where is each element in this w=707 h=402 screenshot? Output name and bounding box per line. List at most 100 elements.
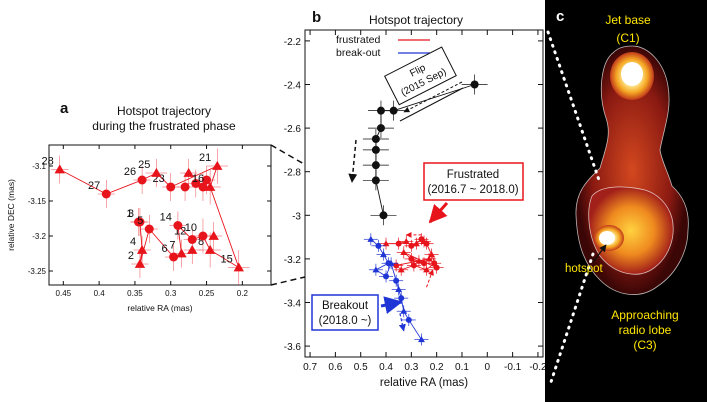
panel-b-ytick-label: -3.2 [284,255,302,266]
panel-b-xtick-label: 0.6 [328,362,342,373]
panel-a-point-7 [176,248,187,258]
jet-base-core [621,62,643,86]
panel-a-point-label: 8 [198,236,204,248]
panel-b-point-frustrated [431,260,438,267]
panel-a-point-label: 1 [126,208,132,220]
panel-a-axes: 0.45 0.4 0.35 0.3 0.25 0.2 -3.1 -3.15 -3.2 -3.25 [28,145,271,298]
panel-a-point [191,179,201,188]
legend-frustrated-label: frustrated [336,34,381,46]
panel-a-point-label: 6 [161,243,167,255]
panel-a-point-5 [144,224,154,234]
panel-b-point-pre-flip [379,211,388,220]
panel-b-point-break-out [383,273,390,280]
breakout-box [311,294,379,331]
panel-a-point-label: 7 [169,240,175,252]
panel-b-ytick-label: -3.4 [284,299,302,310]
panel-a-point-6 [169,252,179,262]
panel-b-point-break-out [380,251,387,258]
panel-c-letter: c [556,8,564,25]
panel-b-ytick-label: -2.8 [284,168,302,179]
hotspot-pointer [592,244,607,263]
flip-pointer-line [399,87,464,122]
legend-breakout-label: break-out [336,47,380,59]
panel-a-ytick-label: -3.25 [28,267,47,276]
panel-a-point-label: 26 [124,166,136,178]
panel-b-point-frustrated [395,240,402,247]
hotspot-core [599,231,615,245]
panel-a-xtick-label: 0.4 [94,289,106,298]
panel-c: c Jet base (C1) hotspot Approaching radi… [545,0,707,402]
c1-label: (C1) [616,31,639,45]
lobe-label-line2: radio lobe [619,323,672,337]
panel-a-xtick-label: 0.45 [56,289,72,298]
panel-b-point-frustrated [412,240,420,247]
panel-b-point-frustrated [397,266,405,273]
hotspot-label: hotspot [565,263,604,275]
lobe-label-line3: (C3) [633,338,656,352]
breakout-label: Breakout [322,300,369,312]
panel-a-point [198,182,208,192]
panel-b-xtick-label: 0.4 [379,362,393,373]
panel-b-point-pre-flip [389,106,398,115]
panel-b-blue-dashed-arrow [398,313,406,332]
panel-b-point-break-out [418,336,425,343]
panel-b: b Hotspot trajectory 0.7 0.6 0.5 0.4 0.3 0.2 0… [284,9,547,389]
panel-b-point-break-out [405,316,412,323]
panel-a-point-12 [187,235,197,244]
panel-b-xtick-label: 0.2 [430,362,444,373]
panel-a-point-14 [173,221,183,230]
panel-a-ytick-label: -3.2 [32,232,46,241]
panel-b-point-pre-flip [376,124,385,133]
panel-a-point-label: 28 [41,156,53,168]
panel-b-point-break-out [393,277,400,284]
panel-b-ytick-label: -3 [292,211,301,222]
jet-axis-dotted-lower [548,252,595,387]
panel-a-ytick-label: -3.1 [32,162,46,171]
descent-dashed-arrow [348,139,358,183]
panel-a-point-25 [151,167,162,177]
panel-b-xtick-label: -0.1 [504,362,522,373]
panel-a-xtick-label: 0.25 [199,289,215,298]
panel-a-xtick-label: 0.2 [237,289,249,298]
panel-b-point-break-out [395,285,403,293]
radio-lobe-c3 [588,186,674,275]
panel-a-point-27 [101,189,111,199]
lobe-label-line1: Approaching [611,308,678,322]
panel-b-point-pre-flip [371,135,380,143]
panel-b-legend: frustrated break-out [336,34,430,59]
radio-image [575,45,689,295]
panel-b-point-frustrated [423,240,430,247]
panel-a-point [208,230,219,240]
panel-a-title-line1: Hotspot trajectory [117,104,211,118]
flip-dashed-arrow [403,81,463,113]
panel-b-point-pre-flip [371,176,380,185]
panel-b-axes: 0.7 0.6 0.5 0.4 0.3 0.2 0.1 0 -0.1 -0.2 -2.2 -2.4 -2… [284,30,547,373]
panel-a-point-label: 14 [160,212,172,224]
jet-axis-dotted-upper [546,30,602,185]
panel-b-point-break-out [387,259,395,266]
panel-a-point-3 [135,217,145,227]
frustrated-label: Frustrated [447,169,499,181]
panel-a-title-line2: during the frustrated phase [92,119,236,133]
panel-a: a Hotspot trajectory during the frustrat… [6,100,272,313]
radio-contour-inner [588,186,674,275]
panel-a-point-21 [212,160,223,170]
panel-b-point-frustrated [408,255,415,262]
panel-b-ytick-label: -2.6 [284,124,302,135]
panel-a-point-28 [54,164,65,174]
panel-a-point-2 [134,258,146,268]
panel-a-point-8 [204,244,216,254]
panel-b-point-frustrated [428,251,436,258]
panel-b-xtick-label: 0.5 [354,362,368,373]
panel-b-point-pre-flip [371,145,380,154]
jet-base-label: Jet base [605,13,651,27]
panel-b-point-frustrated [393,262,400,269]
frustrated-dates: (2016.7 ~ 2018.0) [427,184,518,196]
panel-b-xtick-label: 0 [485,362,491,373]
panel-b-ytick-label: -2.2 [284,37,302,48]
panel-b-point-break-out [367,235,375,242]
panel-a-point-16 [204,181,216,191]
panel-b-xtick-label: 0.1 [455,362,469,373]
panel-a-point-label: 21 [199,152,211,164]
panel-a-point-label: 5 [137,215,143,227]
